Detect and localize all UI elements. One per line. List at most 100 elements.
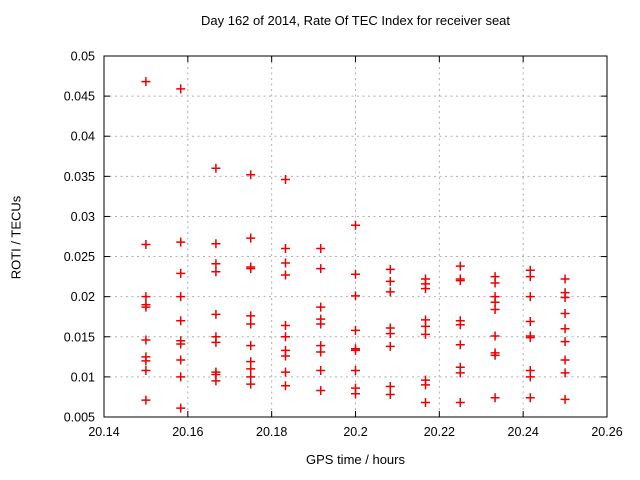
data-point-marker xyxy=(246,311,256,321)
data-point-marker xyxy=(455,368,465,378)
data-point-marker xyxy=(385,287,395,297)
data-point-marker xyxy=(560,309,570,319)
data-point-marker xyxy=(280,321,290,331)
data-point-marker xyxy=(525,292,535,302)
data-point-marker xyxy=(211,259,221,269)
data-point-marker xyxy=(560,394,570,404)
data-point-marker xyxy=(280,367,290,377)
data-point-marker xyxy=(351,269,360,279)
data-point-marker xyxy=(490,305,500,315)
data-point-marker xyxy=(525,372,535,382)
data-point-marker xyxy=(560,292,570,302)
data-point-marker xyxy=(455,340,465,350)
data-point-marker xyxy=(176,268,186,278)
data-point-marker xyxy=(316,386,326,396)
data-point-marker xyxy=(280,270,290,280)
x-axis-label: GPS time / hours xyxy=(306,452,405,467)
gridlines xyxy=(104,56,607,417)
data-point-marker xyxy=(246,233,256,243)
y-tick-label: 0.005 xyxy=(64,411,95,425)
data-point-marker xyxy=(280,381,290,391)
data-point-marker xyxy=(421,329,431,339)
data-point-marker xyxy=(316,264,326,274)
data-point-marker xyxy=(211,239,221,249)
data-point-marker xyxy=(385,329,395,339)
data-point-marker xyxy=(176,84,186,94)
x-tick-label: 20.26 xyxy=(591,425,622,439)
x-tick-label: 20.24 xyxy=(508,425,539,439)
y-tick-label: 0.025 xyxy=(64,250,95,264)
data-point-marker xyxy=(246,364,256,374)
data-point-marker xyxy=(316,347,326,357)
data-point-marker xyxy=(211,376,221,386)
y-axis-label: ROTI / TECUs xyxy=(8,195,24,280)
data-point-marker xyxy=(211,267,221,277)
data-point-marker xyxy=(560,337,570,347)
data-point-marker xyxy=(176,403,186,413)
data-point-marker xyxy=(421,398,431,408)
data-point-marker xyxy=(316,244,326,254)
data-point-marker xyxy=(455,398,465,408)
data-point-marker xyxy=(490,331,500,341)
data-point-marker xyxy=(316,302,326,312)
data-point-marker xyxy=(421,284,431,294)
data-point-marker xyxy=(421,380,431,390)
data-point-marker xyxy=(280,332,290,342)
data-point-marker xyxy=(490,393,500,403)
data-point-marker xyxy=(351,345,360,355)
y-tick-label: 0.04 xyxy=(71,130,95,144)
data-point-marker xyxy=(560,274,570,284)
data-point-marker xyxy=(280,244,290,254)
data-point-marker xyxy=(560,324,570,334)
y-tick-label: 0.01 xyxy=(71,370,95,384)
data-point-marker xyxy=(351,291,360,301)
data-point-marker xyxy=(176,372,186,382)
data-point-marker xyxy=(280,351,290,361)
data-point-marker xyxy=(176,237,186,247)
series-ROTI xyxy=(141,77,570,413)
data-point-marker xyxy=(246,341,256,351)
data-point-marker xyxy=(176,316,186,326)
data-point-marker xyxy=(280,175,290,185)
data-point-marker xyxy=(490,350,500,360)
data-point-marker xyxy=(455,276,465,286)
data-point-marker xyxy=(385,341,395,351)
tick-labels: 20.14 20.16 20.18 20.2 20.22 20.24 20.26 0.005 0… xyxy=(64,50,623,440)
data-point-marker xyxy=(176,339,186,349)
data-point-marker xyxy=(525,393,535,403)
data-point-marker xyxy=(351,389,360,399)
x-tick-label: 20.22 xyxy=(424,425,455,439)
data-point-marker xyxy=(421,321,431,331)
data-point-marker xyxy=(246,264,256,274)
data-point-marker xyxy=(351,220,360,230)
data-point-marker xyxy=(280,258,290,268)
plot-border xyxy=(103,55,608,418)
data-point-marker xyxy=(560,368,570,378)
data-point-marker xyxy=(141,356,151,366)
y-tick-label: 0.015 xyxy=(64,330,95,344)
axis-ticks xyxy=(103,55,608,418)
data-point-marker xyxy=(455,261,465,271)
data-point-marker xyxy=(525,333,535,343)
data-point-marker xyxy=(141,335,151,345)
data-point-marker xyxy=(385,276,395,286)
data-point-marker xyxy=(316,365,326,375)
x-tick-label: 20.2 xyxy=(343,425,367,439)
data-point-marker xyxy=(385,390,395,400)
data-point-marker xyxy=(455,320,465,330)
data-point-marker xyxy=(385,382,395,392)
data-point-marker xyxy=(176,292,186,302)
y-tick-label: 0.035 xyxy=(64,170,95,184)
data-point-marker xyxy=(351,365,360,375)
data-point-marker xyxy=(141,77,151,87)
data-point-marker xyxy=(141,365,151,375)
data-point-marker xyxy=(141,395,151,405)
y-tick-label: 0.05 xyxy=(71,50,95,64)
x-tick-label: 20.16 xyxy=(172,425,203,439)
data-point-marker xyxy=(525,317,535,327)
data-point-marker xyxy=(525,272,535,282)
data-point-marker xyxy=(351,325,360,335)
y-tick-label: 0.02 xyxy=(71,290,95,304)
